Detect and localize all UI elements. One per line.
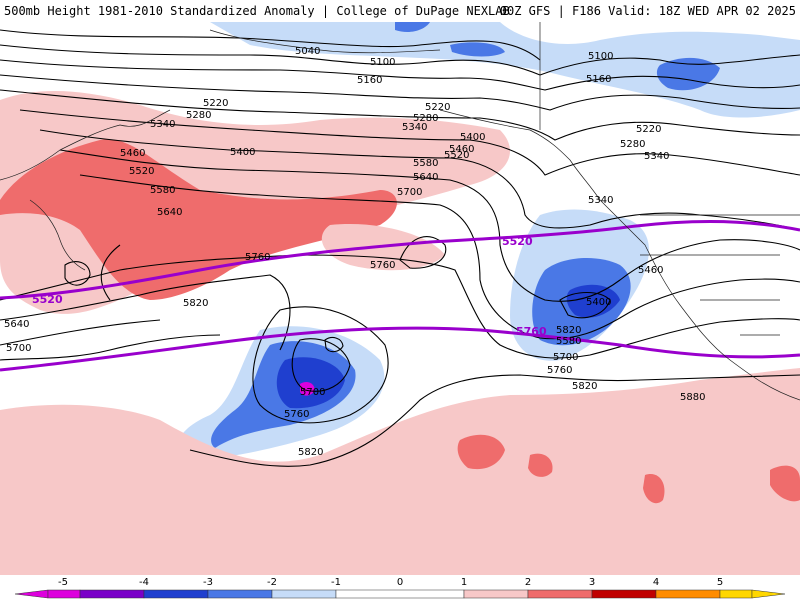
contour-label: 5340 <box>644 151 669 162</box>
contour-label: 5280 <box>413 113 438 124</box>
contour-label: 5640 <box>157 207 182 218</box>
colorbar-tick: -4 <box>139 577 149 588</box>
contour-label: 5220 <box>425 102 450 113</box>
contour-label: 5340 <box>588 195 613 206</box>
height-contours <box>0 29 800 467</box>
contour-label: 5820 <box>556 325 581 336</box>
colorbar-tick: 3 <box>589 577 595 588</box>
anomaly-shading <box>0 22 800 575</box>
contour-label: 5580 <box>556 336 581 347</box>
contour-label: 5700 <box>300 387 325 398</box>
climatology-labels: 5520 5520 5760 <box>32 235 547 338</box>
colorbar-ticks: -5 -4 -3 -2 -1 0 1 2 3 4 5 <box>58 577 723 588</box>
contour-label: 5220 <box>636 124 661 135</box>
climatology-lines <box>0 220 800 372</box>
contour-label: 5580 <box>150 185 175 196</box>
colorbar-legend: -5 -4 -3 -2 -1 0 1 2 3 4 5 <box>0 575 800 600</box>
contour-label: 5640 <box>4 319 29 330</box>
contour-label: 5400 <box>460 132 485 143</box>
contour-label: 5160 <box>357 75 382 86</box>
contour-label: 5160 <box>586 74 611 85</box>
model-run-info: 00Z GFS | F186 Valid: 18Z WED APR 02 202… <box>499 4 796 18</box>
contour-label: 5340 <box>402 122 427 133</box>
colorbar-tick: 2 <box>525 577 531 588</box>
contour-label: 5100 <box>588 51 613 62</box>
contour-label: 5820 <box>572 381 597 392</box>
colorbar-tick: -1 <box>331 577 341 588</box>
contour-label: 5760 <box>284 409 309 420</box>
contour-label: 5460 <box>449 144 474 155</box>
colorbar-tick: -3 <box>203 577 213 588</box>
contour-label: 5100 <box>370 57 395 68</box>
contour-label: 5460 <box>120 148 145 159</box>
contour-label: 5340 <box>150 119 175 130</box>
climo-label: 5520 <box>502 235 533 248</box>
contour-label: 5520 <box>444 150 469 161</box>
anomaly-map: 5040 5100 5100 5160 5160 5220 5220 5220 … <box>0 22 800 575</box>
contour-label: 5760 <box>370 260 395 271</box>
colorbar-tick: 5 <box>717 577 723 588</box>
colorbar-tick: -2 <box>267 577 277 588</box>
contour-label: 5280 <box>620 139 645 150</box>
contour-label: 5280 <box>186 110 211 121</box>
contour-label: 5400 <box>230 147 255 158</box>
contour-label: 5820 <box>298 447 323 458</box>
colorbar-tick: 4 <box>653 577 659 588</box>
colorbar-tick: 1 <box>461 577 467 588</box>
colorbar-swatches <box>14 589 786 599</box>
header-bar: 500mb Height 1981-2010 Standardized Anom… <box>0 0 800 23</box>
contour-label: 5700 <box>397 187 422 198</box>
contour-label: 5400 <box>586 297 611 308</box>
contour-label: 5580 <box>413 158 438 169</box>
contour-label: 5220 <box>203 98 228 109</box>
contour-label: 5760 <box>245 252 270 263</box>
contour-label: 5520 <box>129 166 154 177</box>
contour-label: 5640 <box>413 172 438 183</box>
climo-label: 5520 <box>32 293 63 306</box>
map-title: 500mb Height 1981-2010 Standardized Anom… <box>4 4 510 18</box>
climo-label: 5760 <box>516 325 547 338</box>
contour-label: 5700 <box>553 352 578 363</box>
coastlines <box>0 22 800 401</box>
contour-label: 5700 <box>6 343 31 354</box>
colorbar-tick: 0 <box>397 577 403 588</box>
colorbar-tick: -5 <box>58 577 68 588</box>
contour-label: 5460 <box>638 265 663 276</box>
contour-label: 5820 <box>183 298 208 309</box>
contour-label: 5760 <box>547 365 572 376</box>
contour-label: 5880 <box>680 392 705 403</box>
contour-label: 5040 <box>295 46 320 57</box>
contour-labels: 5040 5100 5100 5160 5160 5220 5220 5220 … <box>4 46 705 458</box>
